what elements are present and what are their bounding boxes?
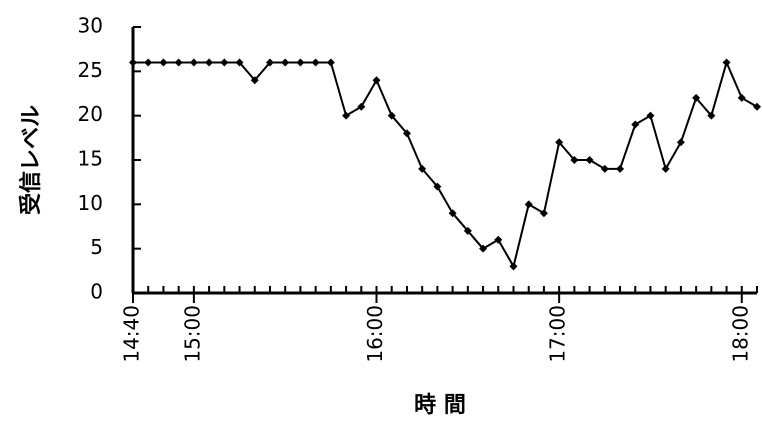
point	[265, 58, 274, 67]
x-tick-label: 14:40	[120, 305, 144, 363]
point	[585, 156, 594, 164]
point	[494, 235, 503, 244]
point	[250, 76, 259, 85]
point	[387, 111, 396, 120]
y-tick-label: 25	[78, 58, 103, 82]
point	[402, 129, 411, 138]
point	[692, 93, 701, 102]
point	[524, 200, 533, 209]
point	[174, 58, 183, 67]
point	[159, 58, 168, 67]
y-tick-label: 20	[78, 102, 103, 126]
y-tick-label: 10	[78, 191, 103, 215]
point	[737, 93, 746, 102]
point	[676, 138, 685, 147]
y-axis-label: 受信レベル	[18, 105, 44, 215]
point	[220, 58, 229, 67]
point	[448, 209, 457, 218]
point	[661, 164, 670, 173]
point	[357, 102, 366, 111]
point	[372, 76, 381, 85]
point	[418, 164, 427, 173]
point	[326, 58, 335, 67]
x-tick-label: 16:00	[363, 305, 387, 363]
line	[133, 59, 758, 270]
point	[570, 156, 579, 164]
y-tick-label: 0	[90, 280, 103, 304]
point	[600, 164, 609, 173]
point	[509, 262, 518, 271]
point	[144, 58, 153, 67]
point	[539, 209, 548, 218]
x-tick-label: 17:00	[546, 305, 570, 363]
point	[722, 58, 731, 67]
point	[311, 58, 320, 67]
point	[205, 58, 214, 67]
x-tick-label: 15:00	[180, 305, 204, 363]
point	[707, 111, 716, 120]
point	[296, 58, 305, 67]
point	[281, 58, 290, 67]
y-tick-label: 30	[78, 14, 103, 38]
x-axis-label: 時 間	[414, 393, 466, 418]
point	[189, 58, 198, 67]
y-tick-label: 5	[90, 235, 103, 259]
point	[463, 226, 472, 235]
point	[342, 111, 351, 120]
point	[235, 58, 244, 67]
x-tick-label: 18:00	[728, 305, 752, 363]
y-tick-label: 15	[78, 147, 103, 171]
point	[129, 58, 137, 67]
point	[646, 111, 655, 120]
point	[555, 138, 564, 147]
point	[433, 182, 442, 191]
point	[479, 244, 488, 253]
point	[753, 102, 761, 111]
point	[616, 164, 625, 173]
point	[631, 120, 640, 129]
